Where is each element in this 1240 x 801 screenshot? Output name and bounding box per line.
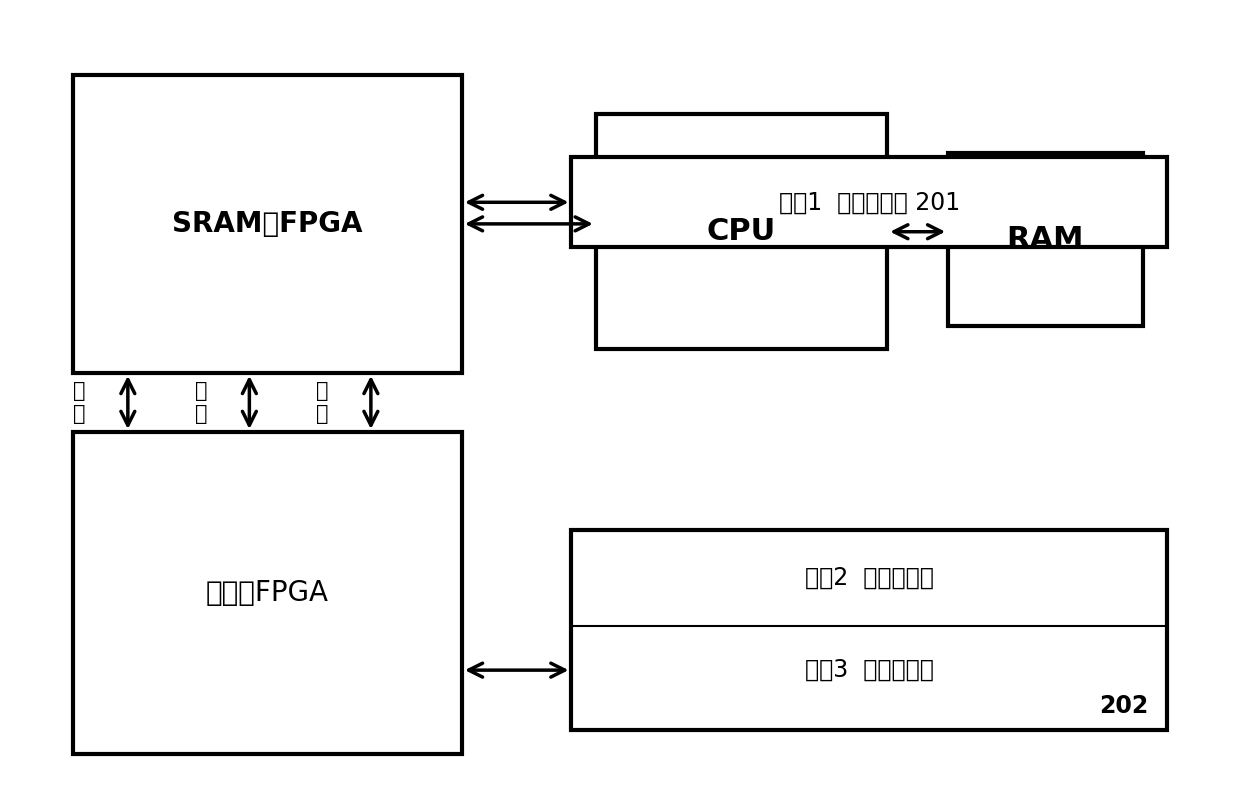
Bar [572,530,1167,731]
Text: 反熔丝FPGA: 反熔丝FPGA [206,579,329,607]
Text: RAM: RAM [1007,225,1084,254]
Text: 时
钟: 时 钟 [195,380,207,424]
Text: 程序1  固化存储区 201: 程序1 固化存储区 201 [779,191,960,215]
Bar [73,74,463,373]
Bar [572,157,1167,248]
Text: 程序3  重构存储区: 程序3 重构存储区 [805,658,934,682]
Bar [595,114,888,349]
Text: 202: 202 [1100,694,1148,718]
Text: SRAM型FPGA: SRAM型FPGA [172,210,363,238]
Text: 数
据: 数 据 [73,380,86,424]
Bar [73,432,463,754]
Text: 程序2  重构存储区: 程序2 重构存储区 [805,566,934,590]
Text: 复
位: 复 位 [316,380,329,424]
Bar [949,153,1142,326]
Text: CPU: CPU [707,217,776,246]
